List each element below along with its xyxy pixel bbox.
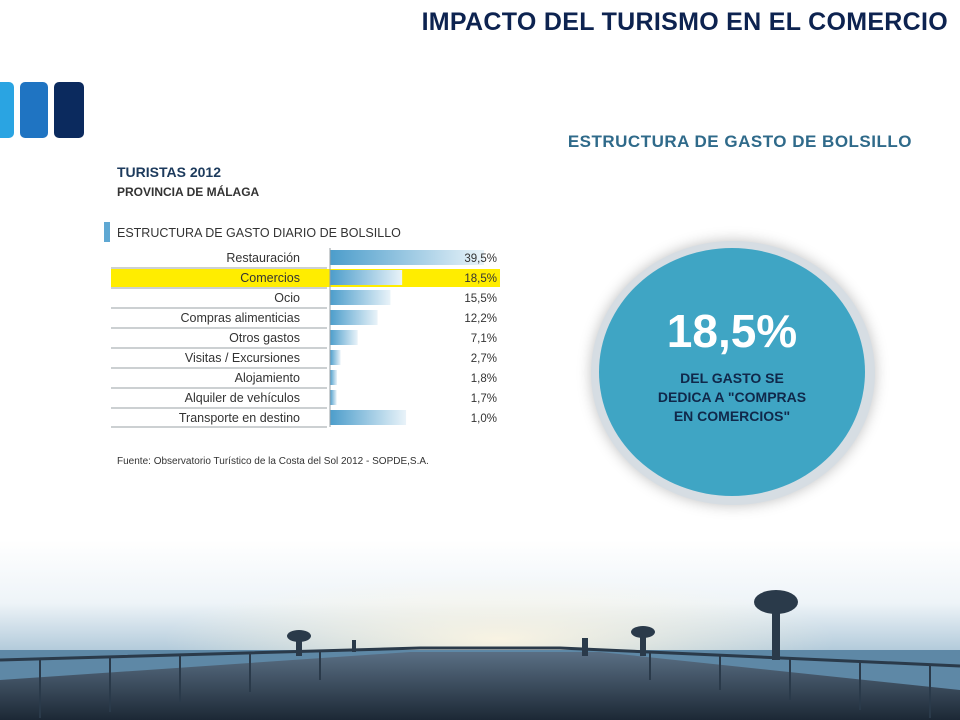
bar [330, 290, 391, 305]
section-title: ESTRUCTURA DE GASTO DE BOLSILLO [567, 132, 912, 151]
chart-source: Fuente: Observatorio Turístico de la Cos… [117, 456, 429, 467]
value-label: 12,2% [464, 313, 497, 325]
decorative-block-light [0, 82, 14, 138]
chart-title: TURISTAS 2012 [117, 164, 221, 180]
pier-sunset-photo [0, 540, 960, 720]
bar [330, 410, 407, 425]
category-label: Alquiler de vehículos [185, 391, 300, 405]
value-label: 1,0% [471, 413, 497, 425]
bar [330, 310, 378, 325]
value-label: 2,7% [471, 353, 497, 365]
value-label: 39,5% [464, 253, 497, 265]
bar [330, 350, 341, 365]
bar [330, 250, 485, 265]
chart-heading-marker [104, 222, 110, 242]
highlight-circle: 18,5% DEL GASTO SE DEDICA A "COMPRAS EN … [599, 248, 865, 496]
highlight-row-bg [111, 269, 500, 287]
chart-subtitle: PROVINCIA DE MÁLAGA [117, 185, 260, 199]
category-label: Restauración [226, 251, 300, 265]
highlight-description: DEL GASTO SE DEDICA A "COMPRAS EN COMERC… [657, 370, 807, 424]
value-label: 7,1% [471, 333, 497, 345]
bar [330, 390, 337, 405]
decorative-block-mid [20, 82, 48, 138]
bar [330, 370, 338, 385]
bar [330, 330, 358, 345]
page-title: IMPACTO DEL TURISMO EN EL COMERCIO [421, 8, 948, 36]
decorative-block-dark [54, 82, 84, 138]
category-label: Alojamiento [235, 371, 300, 385]
category-label: Comercios [240, 271, 300, 285]
value-label: 18,5% [464, 273, 497, 285]
value-label: 1,8% [471, 373, 497, 385]
chart-heading: ESTRUCTURA DE GASTO DIARIO DE BOLSILLO [117, 226, 401, 240]
category-label: Otros gastos [229, 331, 300, 345]
bar [330, 270, 403, 285]
value-label: 15,5% [464, 293, 497, 305]
category-label: Transporte en destino [179, 411, 300, 425]
category-label: Compras alimenticias [181, 311, 300, 325]
highlight-value: 18,5% [666, 305, 798, 357]
bar-chart: Restauración 39,5% Comercios 18,5% Ocio 15,5%… [111, 248, 500, 428]
value-label: 1,7% [471, 393, 497, 405]
category-label: Ocio [274, 291, 300, 305]
category-label: Visitas / Excursiones [185, 351, 300, 365]
